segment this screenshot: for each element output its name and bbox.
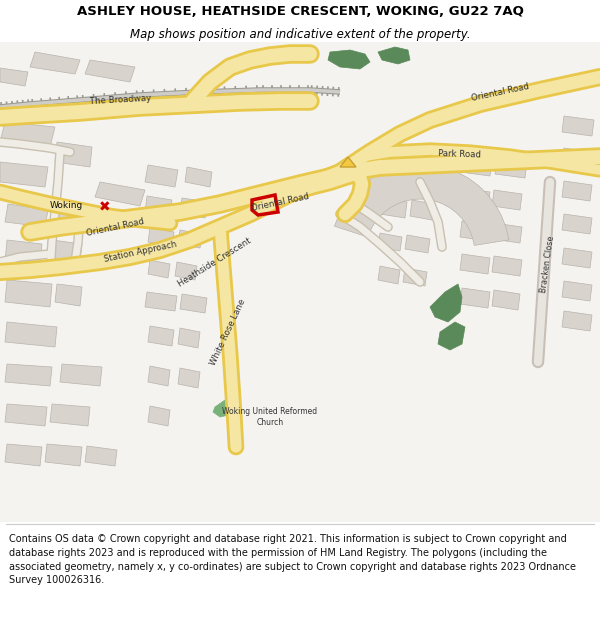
Polygon shape — [145, 292, 177, 311]
Polygon shape — [95, 182, 145, 206]
Polygon shape — [55, 284, 82, 306]
Text: ✖: ✖ — [99, 200, 111, 214]
Polygon shape — [438, 322, 465, 350]
Polygon shape — [460, 254, 490, 274]
Polygon shape — [5, 322, 57, 347]
Polygon shape — [430, 284, 462, 322]
Polygon shape — [492, 256, 522, 276]
Text: Park Road: Park Road — [439, 149, 482, 159]
Text: Heathside Crescent: Heathside Crescent — [177, 236, 253, 288]
Polygon shape — [45, 444, 82, 466]
Polygon shape — [0, 68, 28, 86]
Polygon shape — [460, 156, 492, 176]
Polygon shape — [562, 281, 592, 301]
Polygon shape — [185, 167, 212, 187]
Polygon shape — [50, 240, 82, 262]
Polygon shape — [85, 60, 135, 82]
Polygon shape — [148, 366, 170, 386]
Polygon shape — [562, 214, 592, 234]
Polygon shape — [415, 168, 442, 188]
Polygon shape — [340, 157, 356, 167]
Polygon shape — [5, 404, 47, 426]
Polygon shape — [50, 404, 90, 426]
Polygon shape — [405, 235, 430, 253]
Polygon shape — [334, 164, 509, 246]
Polygon shape — [0, 122, 55, 147]
Text: Woking United Reformed
Church: Woking United Reformed Church — [223, 408, 317, 427]
Polygon shape — [562, 148, 592, 168]
Polygon shape — [180, 294, 207, 313]
Polygon shape — [562, 181, 592, 201]
Polygon shape — [460, 221, 490, 241]
Polygon shape — [380, 198, 407, 218]
Polygon shape — [60, 364, 102, 386]
Polygon shape — [55, 200, 88, 222]
Polygon shape — [378, 233, 402, 251]
Polygon shape — [328, 50, 370, 69]
Polygon shape — [5, 240, 42, 267]
Polygon shape — [492, 223, 522, 243]
Text: The Broadway: The Broadway — [89, 94, 151, 106]
Polygon shape — [55, 142, 92, 167]
Polygon shape — [562, 248, 592, 268]
Polygon shape — [180, 198, 208, 218]
Polygon shape — [30, 52, 80, 74]
Polygon shape — [148, 406, 170, 426]
Polygon shape — [460, 288, 490, 308]
Polygon shape — [213, 400, 235, 417]
Polygon shape — [5, 364, 52, 386]
Polygon shape — [85, 446, 117, 466]
Polygon shape — [178, 230, 202, 248]
Polygon shape — [178, 328, 200, 348]
Polygon shape — [460, 188, 490, 208]
Polygon shape — [175, 262, 197, 280]
Text: ASHLEY HOUSE, HEATHSIDE CRESCENT, WOKING, GU22 7AQ: ASHLEY HOUSE, HEATHSIDE CRESCENT, WOKING… — [77, 5, 523, 18]
Polygon shape — [178, 368, 200, 388]
Polygon shape — [145, 165, 178, 187]
Text: Station Approach: Station Approach — [103, 240, 177, 264]
Polygon shape — [148, 326, 174, 346]
Polygon shape — [562, 311, 592, 331]
Polygon shape — [410, 200, 434, 220]
Polygon shape — [403, 268, 427, 286]
Polygon shape — [492, 190, 522, 210]
Text: Oriental Road: Oriental Road — [250, 191, 310, 213]
Polygon shape — [492, 290, 520, 310]
Text: White Rose Lane: White Rose Lane — [209, 298, 247, 367]
Text: Bracken Close: Bracken Close — [539, 235, 556, 293]
Text: Oriental Road: Oriental Road — [470, 81, 530, 102]
Polygon shape — [562, 116, 594, 136]
Polygon shape — [148, 228, 174, 246]
Polygon shape — [380, 165, 410, 187]
Polygon shape — [5, 204, 48, 227]
Text: Oriental Road: Oriental Road — [85, 216, 145, 238]
Polygon shape — [148, 260, 170, 278]
Text: Woking: Woking — [50, 201, 83, 209]
Polygon shape — [5, 444, 42, 466]
Polygon shape — [145, 196, 172, 216]
Polygon shape — [5, 280, 52, 307]
Polygon shape — [0, 162, 48, 187]
Polygon shape — [378, 47, 410, 64]
Polygon shape — [378, 266, 400, 284]
Text: Contains OS data © Crown copyright and database right 2021. This information is : Contains OS data © Crown copyright and d… — [9, 534, 576, 585]
Polygon shape — [495, 158, 527, 178]
Text: Map shows position and indicative extent of the property.: Map shows position and indicative extent… — [130, 28, 470, 41]
